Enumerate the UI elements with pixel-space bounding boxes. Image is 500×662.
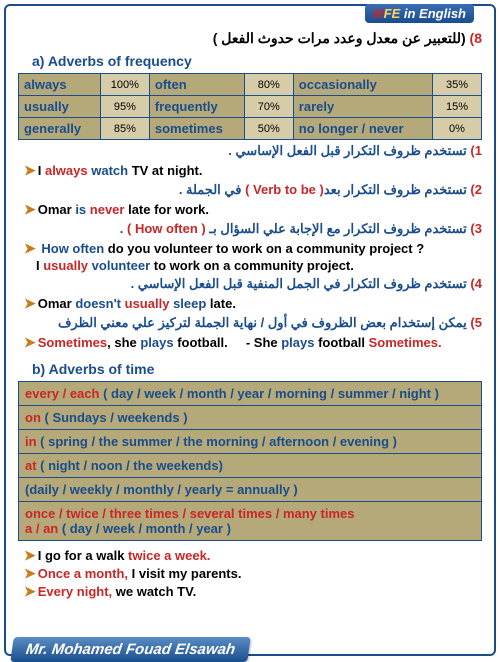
- bullet-icon: ➤: [24, 162, 36, 178]
- time-table: every / each ( day / week / month / year…: [18, 381, 482, 541]
- bullet-icon: ➤: [24, 201, 36, 217]
- freq-word: no longer / never: [293, 118, 432, 140]
- arabic-note-4: 4) تستخدم ظروف التكرار في الجمل المنفية …: [18, 276, 482, 292]
- table-row: usually95% frequently70% rarely15%: [19, 96, 482, 118]
- header-badge: MFE in English: [365, 4, 474, 23]
- header-m: M: [373, 6, 384, 21]
- freq-pct: 100%: [100, 74, 149, 96]
- table-row: (daily / weekly / monthly / yearly = ann…: [19, 478, 482, 502]
- section-a-label: a) Adverbs of frequency: [32, 53, 482, 69]
- table-row: in ( spring / the summer / the morning /…: [19, 430, 482, 454]
- bullet-icon: ➤: [24, 583, 36, 599]
- example-b1: ➤I go for a walk twice a week.: [24, 547, 482, 564]
- arabic-note-3: 3) تستخدم ظروف التكرار مع الإجابة علي ال…: [18, 221, 482, 237]
- freq-word: generally: [19, 118, 101, 140]
- arabic-note-1: 1) تستخدم ظروف التكرار قبل الفعل الإساسي…: [18, 143, 482, 159]
- bullet-icon: ➤: [24, 547, 36, 563]
- freq-pct: 95%: [100, 96, 149, 118]
- bullet-icon: ➤: [24, 295, 36, 311]
- freq-word: occasionally: [293, 74, 432, 96]
- header-fe: FE: [384, 6, 401, 21]
- title-ar: (للتعبير عن معدل وعدد مرات حدوث الفعل ): [213, 30, 466, 46]
- freq-word: rarely: [293, 96, 432, 118]
- bullet-icon: ➤: [24, 240, 36, 256]
- bullet-icon: ➤: [24, 334, 36, 350]
- table-row: generally85% sometimes50% no longer / ne…: [19, 118, 482, 140]
- freq-pct: 70%: [244, 96, 293, 118]
- table-row: at ( night / noon / the weekends): [19, 454, 482, 478]
- freq-pct: 50%: [244, 118, 293, 140]
- freq-pct: 35%: [433, 74, 482, 96]
- example-1: ➤I always watch TV at night.: [24, 162, 482, 179]
- example-2: ➤Omar is never late for work.: [24, 201, 482, 218]
- footer-badge: Mr. Mohamed Fouad Elsawah: [10, 637, 251, 662]
- title-row: 8) (للتعبير عن معدل وعدد مرات حدوث الفعل…: [18, 30, 482, 47]
- table-row: every / each ( day / week / month / year…: [19, 382, 482, 406]
- arabic-note-2: 2) تستخدم ظروف التكرار بعد( Verb to be )…: [18, 182, 482, 198]
- arabic-note-5: 5) يمكن إستخدام بعض الظروف في أول / نهاي…: [18, 315, 482, 331]
- freq-pct: 0%: [433, 118, 482, 140]
- bullet-icon: ➤: [24, 565, 36, 581]
- freq-word: often: [149, 74, 244, 96]
- example-3b: I usually volunteer to work on a communi…: [36, 258, 482, 273]
- example-3a: ➤ How often do you volunteer to work on …: [24, 240, 482, 257]
- freq-word: usually: [19, 96, 101, 118]
- section-b-label: b) Adverbs of time: [32, 361, 482, 377]
- freq-word: frequently: [149, 96, 244, 118]
- table-row: once / twice / three times / several tim…: [19, 502, 482, 541]
- example-5: ➤Sometimes, she plays football. - She pl…: [24, 334, 482, 351]
- page-frame: MFE in English 8) (للتعبير عن معدل وعدد …: [4, 4, 496, 656]
- freq-pct: 15%: [433, 96, 482, 118]
- example-b3: ➤Every night, we watch TV.: [24, 583, 482, 600]
- example-4: ➤Omar doesn't usually sleep late.: [24, 295, 482, 312]
- frequency-table: always100% often80% occasionally35% usua…: [18, 73, 482, 140]
- freq-word: always: [19, 74, 101, 96]
- table-row: on ( Sundays / weekends ): [19, 406, 482, 430]
- example-b2: ➤Once a month, I visit my parents.: [24, 565, 482, 582]
- title-num: 8): [470, 30, 482, 46]
- freq-pct: 80%: [244, 74, 293, 96]
- freq-pct: 85%: [100, 118, 149, 140]
- header-en: in English: [400, 6, 466, 21]
- table-row: always100% often80% occasionally35%: [19, 74, 482, 96]
- freq-word: sometimes: [149, 118, 244, 140]
